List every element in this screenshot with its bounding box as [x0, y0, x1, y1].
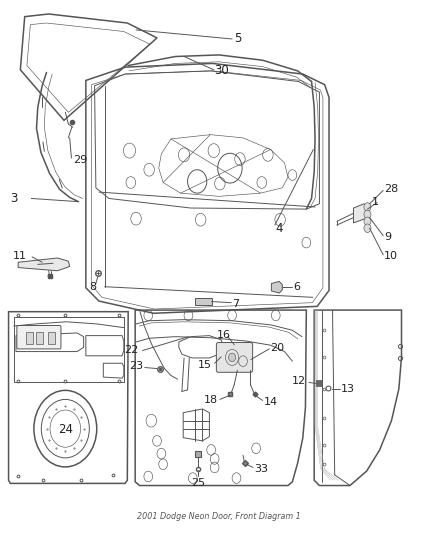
Text: 2001 Dodge Neon Door, Front Diagram 1: 2001 Dodge Neon Door, Front Diagram 1	[137, 512, 301, 521]
Bar	[195, 298, 212, 305]
Text: 13: 13	[341, 384, 355, 394]
Polygon shape	[18, 258, 70, 271]
Circle shape	[364, 224, 371, 232]
Bar	[26, 332, 33, 344]
Text: 6: 6	[293, 282, 300, 292]
Text: 14: 14	[264, 397, 278, 407]
Text: 3: 3	[11, 192, 18, 205]
Text: 12: 12	[292, 376, 306, 386]
Text: 5: 5	[234, 33, 241, 45]
Text: 29: 29	[73, 155, 87, 165]
FancyBboxPatch shape	[17, 326, 61, 349]
Text: 22: 22	[124, 345, 138, 356]
Text: 15: 15	[198, 360, 212, 370]
Text: 11: 11	[13, 251, 27, 261]
Text: 8: 8	[89, 282, 96, 292]
Circle shape	[364, 210, 371, 219]
Text: 25: 25	[191, 479, 205, 488]
Text: 20: 20	[271, 343, 285, 353]
Polygon shape	[353, 204, 367, 223]
Bar	[36, 332, 43, 344]
Circle shape	[364, 203, 371, 211]
Text: 9: 9	[384, 232, 391, 242]
Text: 18: 18	[204, 395, 218, 406]
Text: 24: 24	[58, 423, 73, 436]
Text: 1: 1	[372, 197, 379, 207]
Text: 33: 33	[254, 464, 268, 473]
Circle shape	[229, 353, 236, 362]
FancyBboxPatch shape	[216, 343, 253, 372]
Circle shape	[364, 217, 371, 225]
Text: 4: 4	[276, 222, 283, 235]
Text: 16: 16	[217, 329, 231, 340]
Text: 10: 10	[384, 251, 398, 261]
Bar	[48, 332, 55, 344]
Polygon shape	[272, 281, 283, 293]
Text: 30: 30	[215, 64, 230, 77]
Text: 23: 23	[129, 361, 143, 372]
Text: 28: 28	[384, 184, 398, 195]
Text: 7: 7	[232, 298, 239, 309]
